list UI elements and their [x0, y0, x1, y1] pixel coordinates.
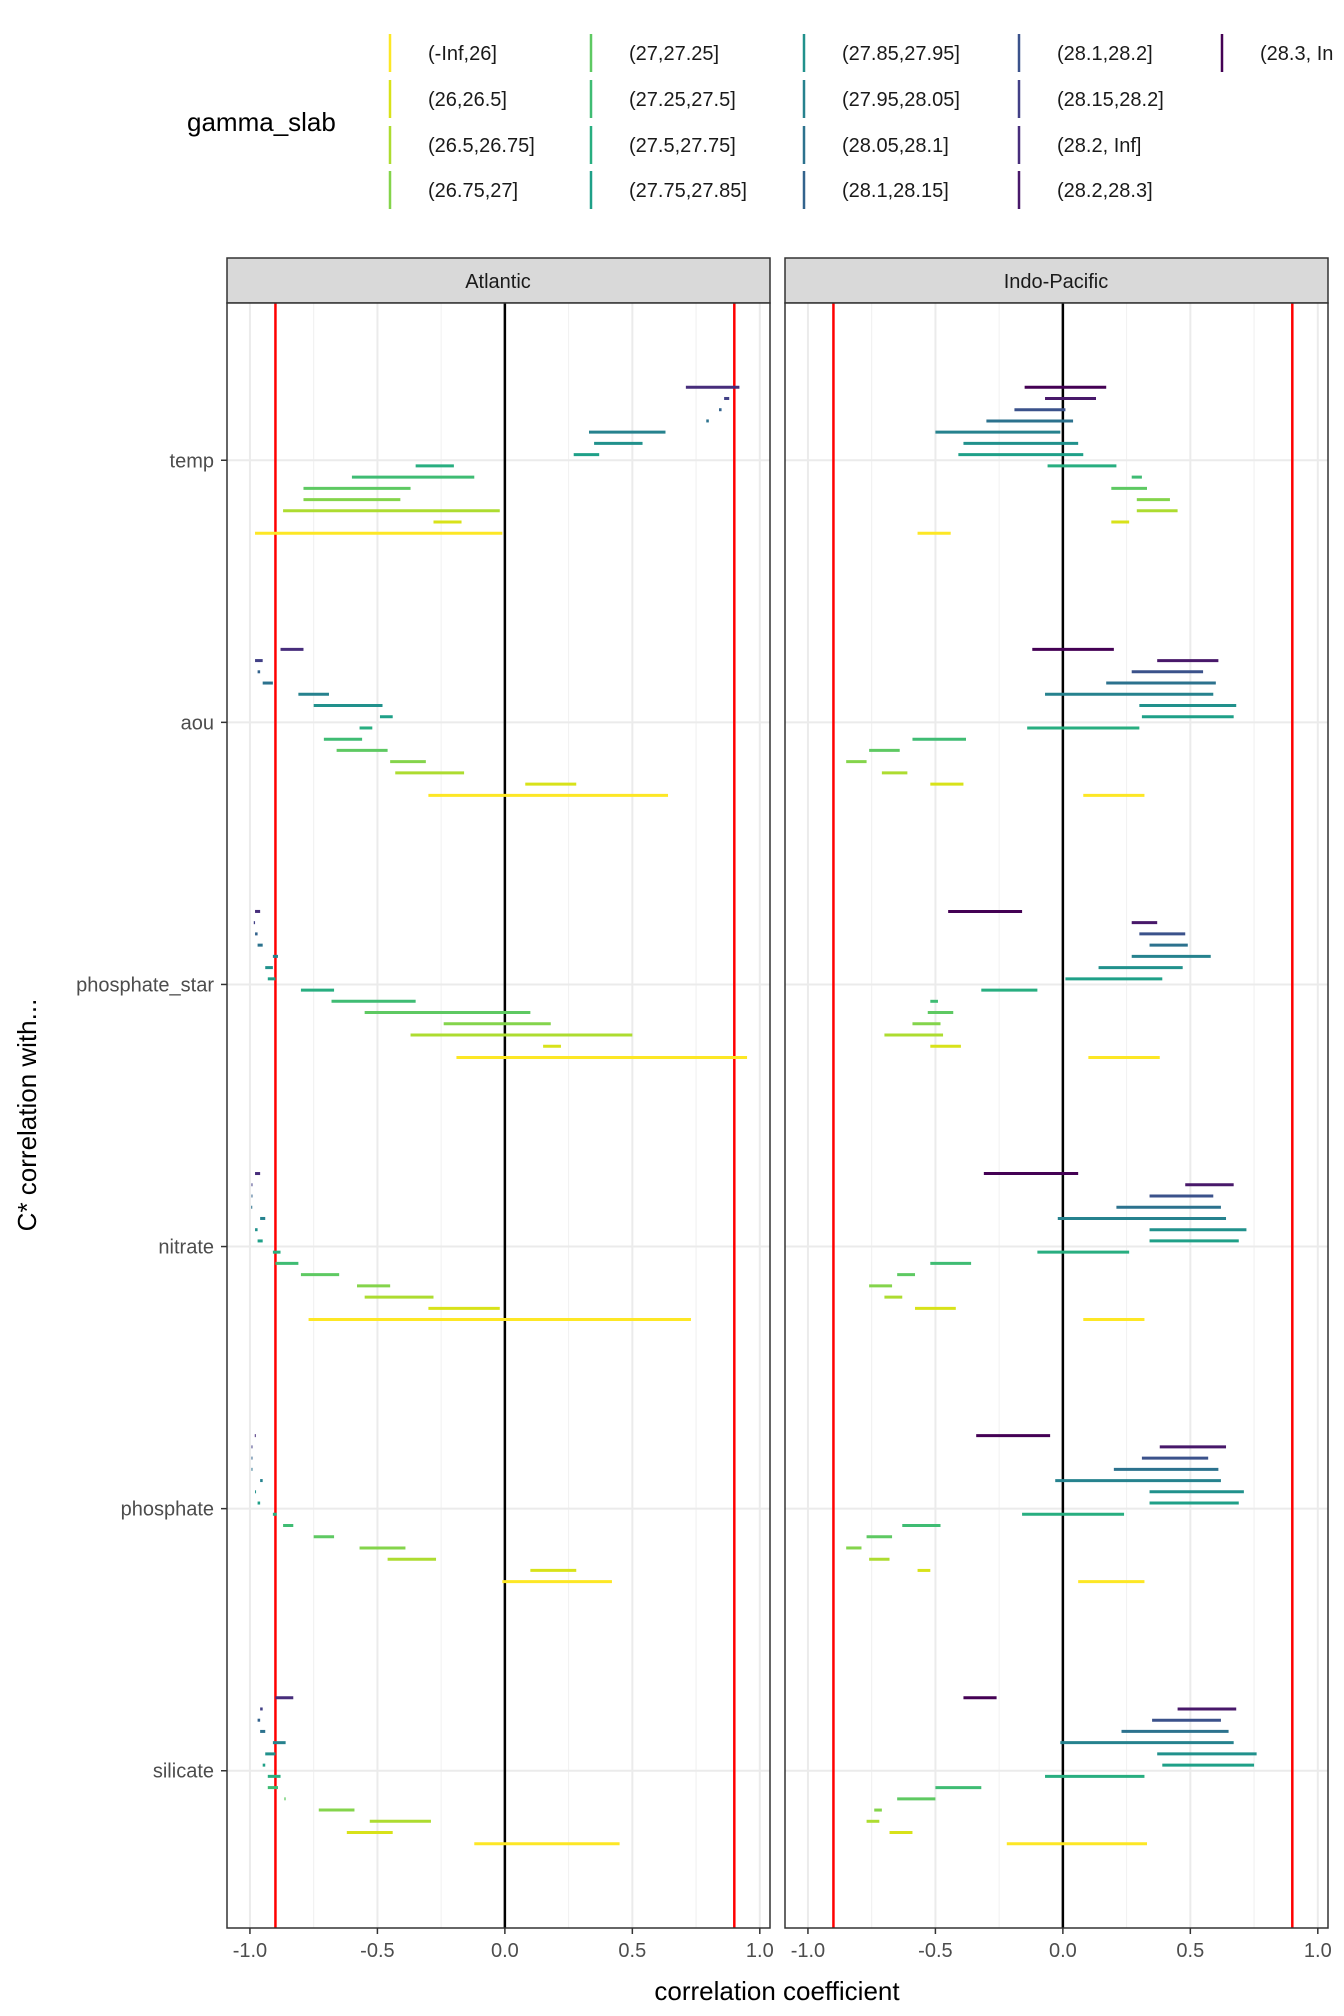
y-tick-label-phosphate: phosphate [121, 1499, 214, 1521]
legend-label-0: (-Inf,26] [428, 43, 497, 65]
x-tick-label: 0.0 [491, 1940, 519, 1962]
y-tick-label-silicate: silicate [153, 1761, 214, 1783]
legend-label-8: (27.85,27.95] [842, 43, 960, 65]
x-tick-label: -1.0 [791, 1940, 825, 1962]
y-tick-label-phosphate_star: phosphate_star [76, 974, 214, 996]
legend-label-7: (27.75,27.85] [629, 180, 747, 202]
legend: gamma_slab (-Inf,26] (26,26.5] (26.5,26.75… [187, 34, 1333, 209]
y-axis-title: C* correlation with... [12, 999, 42, 1232]
y-tick-label-nitrate: nitrate [158, 1237, 214, 1259]
panel-atlantic: Atlantic -1.0 -0.5 0.0 0.5 1.0 [226, 257, 774, 1962]
legend-label-15: (28.2,28.3] [1057, 180, 1153, 202]
legend-label-13: (28.15,28.2] [1057, 89, 1164, 111]
legend-title: gamma_slab [187, 107, 336, 137]
y-tick-label-aou: aou [181, 712, 214, 734]
x-tick-label: -0.5 [360, 1940, 394, 1962]
legend-label-3: (26.75,27] [428, 180, 518, 202]
panel-border [226, 302, 771, 1929]
panel-background [227, 303, 770, 1928]
panel-background [785, 303, 1328, 1928]
legend-label-9: (27.95,28.05] [842, 89, 960, 111]
legend-label-16: (28.3, In [1260, 43, 1333, 65]
legend-label-4: (27,27.25] [629, 43, 719, 65]
strip-label-atlantic: Atlantic [465, 271, 531, 293]
plot-area-indo-pacific: -1.0 -0.5 0.0 0.5 1.0 [784, 302, 1332, 1962]
legend-entries: (-Inf,26] (26,26.5] (26.5,26.75] (26.75,27]… [388, 34, 1333, 209]
legend-label-5: (27.25,27.5] [629, 89, 736, 111]
x-tick-label: 0.0 [1049, 1940, 1077, 1962]
strip-label-indo-pacific: Indo-Pacific [1004, 271, 1109, 293]
y-tick-label-temp: temp [170, 450, 214, 472]
x-axis-title: correlation coefficient [654, 1976, 900, 2006]
panel-border [784, 302, 1329, 1929]
legend-label-14: (28.2, Inf] [1057, 135, 1142, 157]
legend-label-11: (28.1,28.15] [842, 180, 949, 202]
x-tick-label: 0.5 [618, 1940, 646, 1962]
x-tick-label: 1.0 [746, 1940, 774, 1962]
legend-label-12: (28.1,28.2] [1057, 43, 1153, 65]
legend-label-10: (28.05,28.1] [842, 135, 949, 157]
x-tick-label: -1.0 [233, 1940, 267, 1962]
legend-label-6: (27.5,27.75] [629, 135, 736, 157]
x-tick-label: 0.5 [1176, 1940, 1204, 1962]
legend-label-2: (26.5,26.75] [428, 135, 535, 157]
x-tick-label: 1.0 [1304, 1940, 1332, 1962]
x-tick-label: -0.5 [918, 1940, 952, 1962]
plot-area-atlantic: -1.0 -0.5 0.0 0.5 1.0 [226, 302, 774, 1962]
panel-indo-pacific: Indo-Pacific -1.0 -0.5 0.0 0.5 1.0 [784, 257, 1332, 1962]
strip-atlantic [226, 257, 771, 304]
legend-label-1: (26,26.5] [428, 89, 507, 111]
